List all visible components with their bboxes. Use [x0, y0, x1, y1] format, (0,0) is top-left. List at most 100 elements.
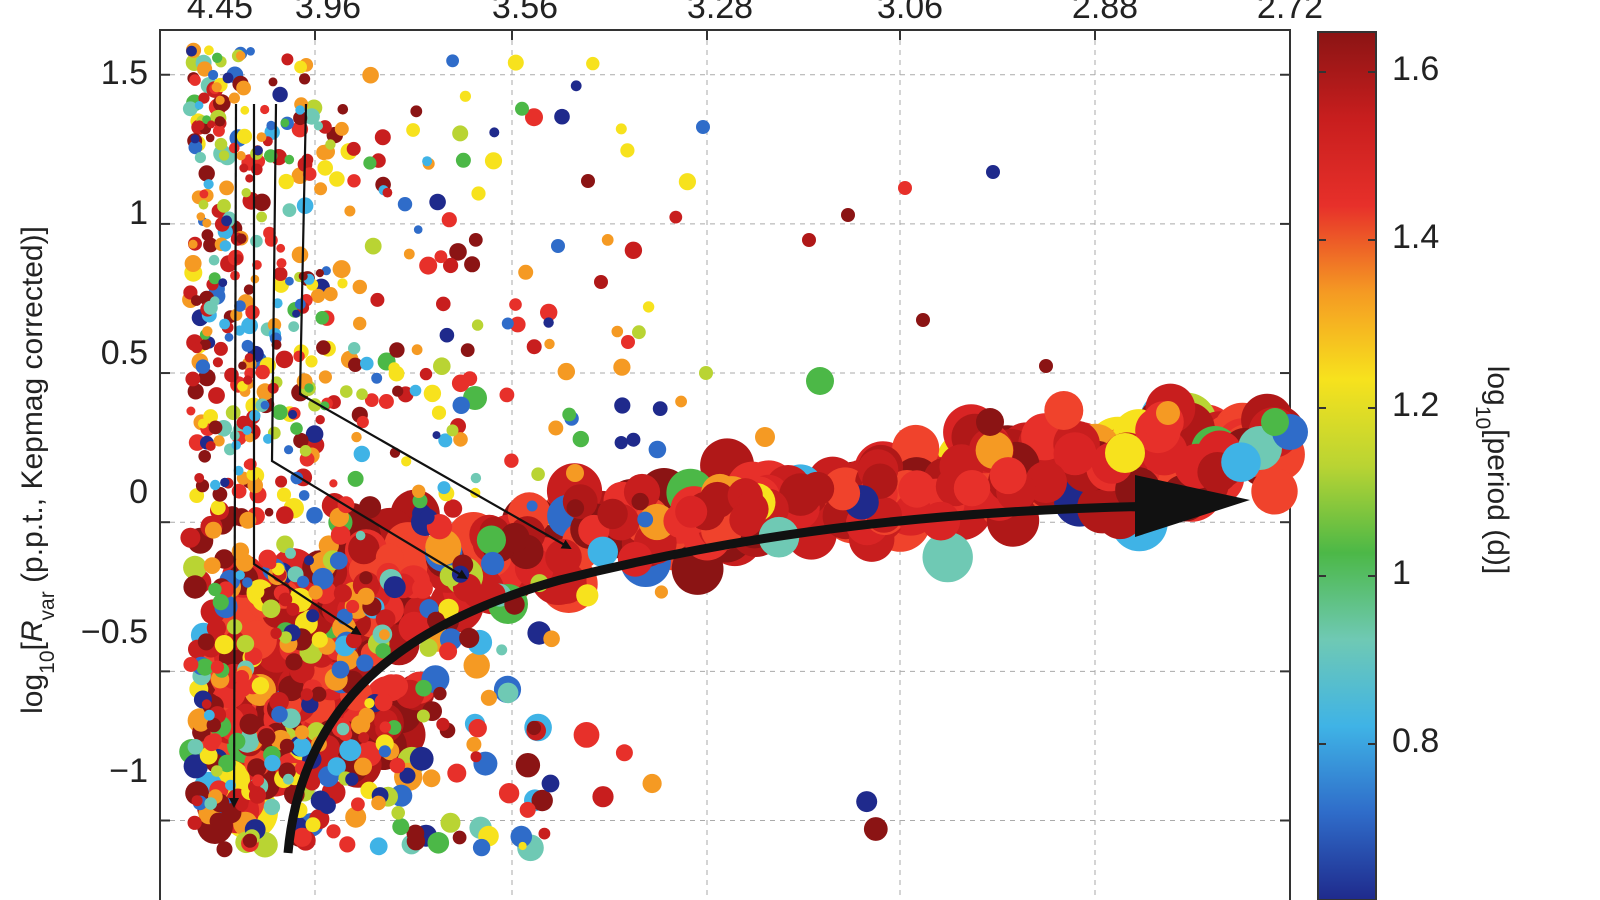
data-point	[1039, 359, 1053, 373]
data-point	[201, 699, 212, 709]
data-point	[436, 717, 450, 731]
spin-down-arrow	[298, 103, 572, 549]
data-point	[544, 338, 555, 350]
data-point	[214, 116, 226, 127]
data-point	[280, 118, 290, 128]
data-point	[519, 801, 536, 818]
data-point	[285, 653, 303, 671]
data-point	[208, 272, 221, 285]
data-point	[615, 744, 633, 762]
data-point	[216, 841, 233, 858]
data-point	[317, 160, 334, 176]
data-point	[566, 464, 584, 482]
data-point	[194, 120, 205, 131]
colorbar-tick-label: 1.2	[1392, 386, 1439, 424]
data-point	[208, 733, 222, 747]
data-point	[696, 120, 710, 134]
data-point	[329, 479, 338, 488]
data-point	[755, 427, 775, 447]
data-point	[201, 229, 214, 241]
data-point	[356, 654, 374, 672]
data-point	[434, 250, 448, 264]
data-point	[370, 292, 385, 307]
data-point	[253, 145, 263, 156]
y-tick-label: 1.5	[101, 54, 148, 92]
data-point	[272, 298, 283, 309]
data-point	[198, 165, 215, 182]
data-point	[518, 264, 534, 280]
data-point	[311, 686, 327, 702]
data-point	[325, 139, 336, 150]
data-point	[489, 127, 500, 138]
data-point	[472, 838, 491, 857]
data-point	[244, 432, 255, 443]
data-point	[305, 355, 318, 368]
data-point	[464, 256, 481, 273]
data-point	[266, 558, 277, 570]
data-point	[294, 298, 306, 310]
data-point	[476, 525, 506, 555]
data-point	[234, 680, 252, 697]
data-point	[452, 396, 470, 414]
data-point	[271, 706, 288, 723]
data-point	[621, 335, 635, 349]
data-point	[210, 296, 220, 306]
data-point	[183, 575, 207, 599]
data-point	[360, 356, 374, 371]
data-point	[284, 445, 294, 455]
data-point	[510, 825, 533, 848]
data-point	[652, 401, 668, 416]
data-point	[213, 341, 228, 356]
colorbar	[1317, 31, 1377, 900]
data-point	[235, 798, 249, 812]
data-point	[219, 180, 235, 196]
data-point	[250, 163, 263, 176]
data-point	[413, 225, 423, 234]
data-point	[210, 660, 224, 674]
data-point	[439, 327, 455, 343]
data-point	[1044, 391, 1084, 430]
data-point	[455, 152, 471, 168]
data-point	[219, 318, 231, 330]
data-points	[179, 42, 1308, 862]
data-point	[497, 682, 519, 704]
data-point	[403, 248, 415, 260]
data-point	[358, 707, 375, 724]
data-point	[406, 123, 420, 137]
data-point	[1221, 442, 1261, 483]
data-point	[236, 80, 252, 96]
data-point	[246, 468, 260, 481]
data-point	[1251, 468, 1298, 515]
data-point	[515, 101, 529, 116]
data-point	[220, 477, 230, 488]
data-point	[986, 165, 1000, 179]
data-point	[648, 440, 667, 459]
data-point	[498, 783, 520, 804]
data-point	[480, 689, 497, 706]
data-point	[302, 167, 317, 181]
data-point	[581, 174, 595, 188]
data-point	[234, 670, 250, 685]
data-point	[1261, 408, 1289, 436]
data-point	[205, 133, 215, 143]
top-axis-ticks: 4.45 3.96 3.56 3.28 3.06 2.88 2.72	[187, 0, 1323, 26]
data-point	[320, 401, 330, 411]
data-point	[288, 409, 298, 419]
data-point	[194, 152, 206, 164]
data-point	[976, 408, 1004, 436]
data-point	[269, 692, 289, 712]
data-point	[468, 233, 483, 247]
data-point	[391, 806, 406, 820]
top-tick-label: 2.88	[1072, 0, 1138, 26]
data-point	[348, 532, 380, 565]
top-tick-label: 3.96	[295, 0, 361, 26]
data-point	[236, 233, 247, 244]
data-point	[225, 405, 241, 421]
data-point	[198, 450, 211, 463]
data-point	[205, 441, 216, 451]
data-point	[241, 339, 254, 352]
data-point	[294, 60, 307, 74]
data-point	[212, 52, 223, 63]
spin-down-arrow	[270, 103, 468, 580]
